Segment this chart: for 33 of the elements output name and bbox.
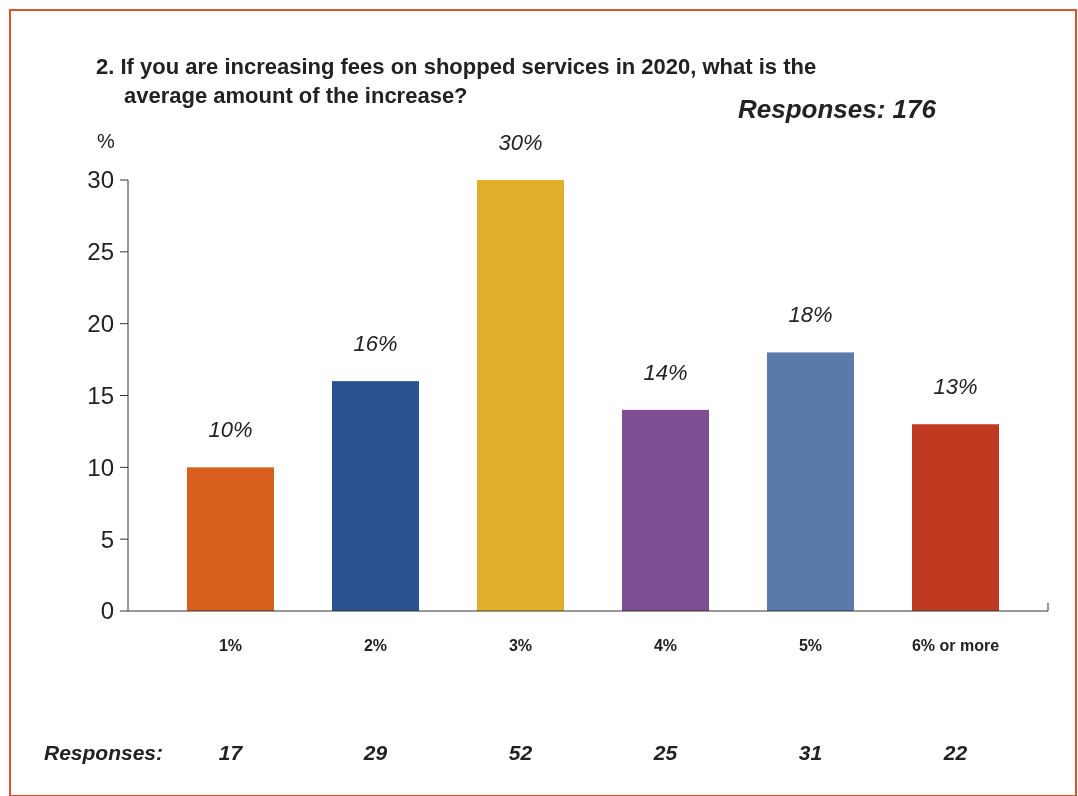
y-tick-label: 20 [87, 310, 114, 338]
y-tick-label: 15 [87, 381, 114, 409]
y-tick-label: 10 [87, 453, 114, 481]
x-tick-label: 2% [363, 637, 388, 654]
x-tick-label: 3% [508, 637, 533, 654]
y-axis-title: % [97, 130, 116, 152]
text: 52 [508, 741, 533, 764]
text: 31 [798, 741, 823, 764]
x-tick-label: 5% [798, 637, 823, 654]
data-label: 13% [933, 374, 978, 400]
bar [622, 409, 709, 611]
data-label: 30% [498, 130, 543, 155]
text: 25 [652, 741, 678, 764]
x-tick-label: 6% or more [911, 637, 1000, 654]
bar [477, 180, 564, 611]
data-label: 16% [353, 331, 398, 357]
text: Responses: [44, 741, 164, 764]
y-tick-label: 0 [100, 597, 114, 625]
y-tick-label: 5 [100, 525, 114, 553]
x-tick-label: 1% [218, 637, 243, 654]
text: 22 [942, 741, 968, 764]
data-label: 14% [643, 359, 688, 385]
data-label: 10% [208, 417, 253, 443]
data-label: 18% [788, 302, 833, 328]
text: 17 [218, 741, 244, 764]
bar [332, 381, 419, 611]
bar [767, 352, 854, 611]
text: 29 [362, 741, 388, 764]
bar [187, 467, 274, 611]
y-tick-label: 30 [87, 166, 114, 194]
bar [912, 424, 999, 611]
x-tick-label: 4% [653, 637, 678, 654]
y-tick-label: 25 [87, 238, 114, 266]
